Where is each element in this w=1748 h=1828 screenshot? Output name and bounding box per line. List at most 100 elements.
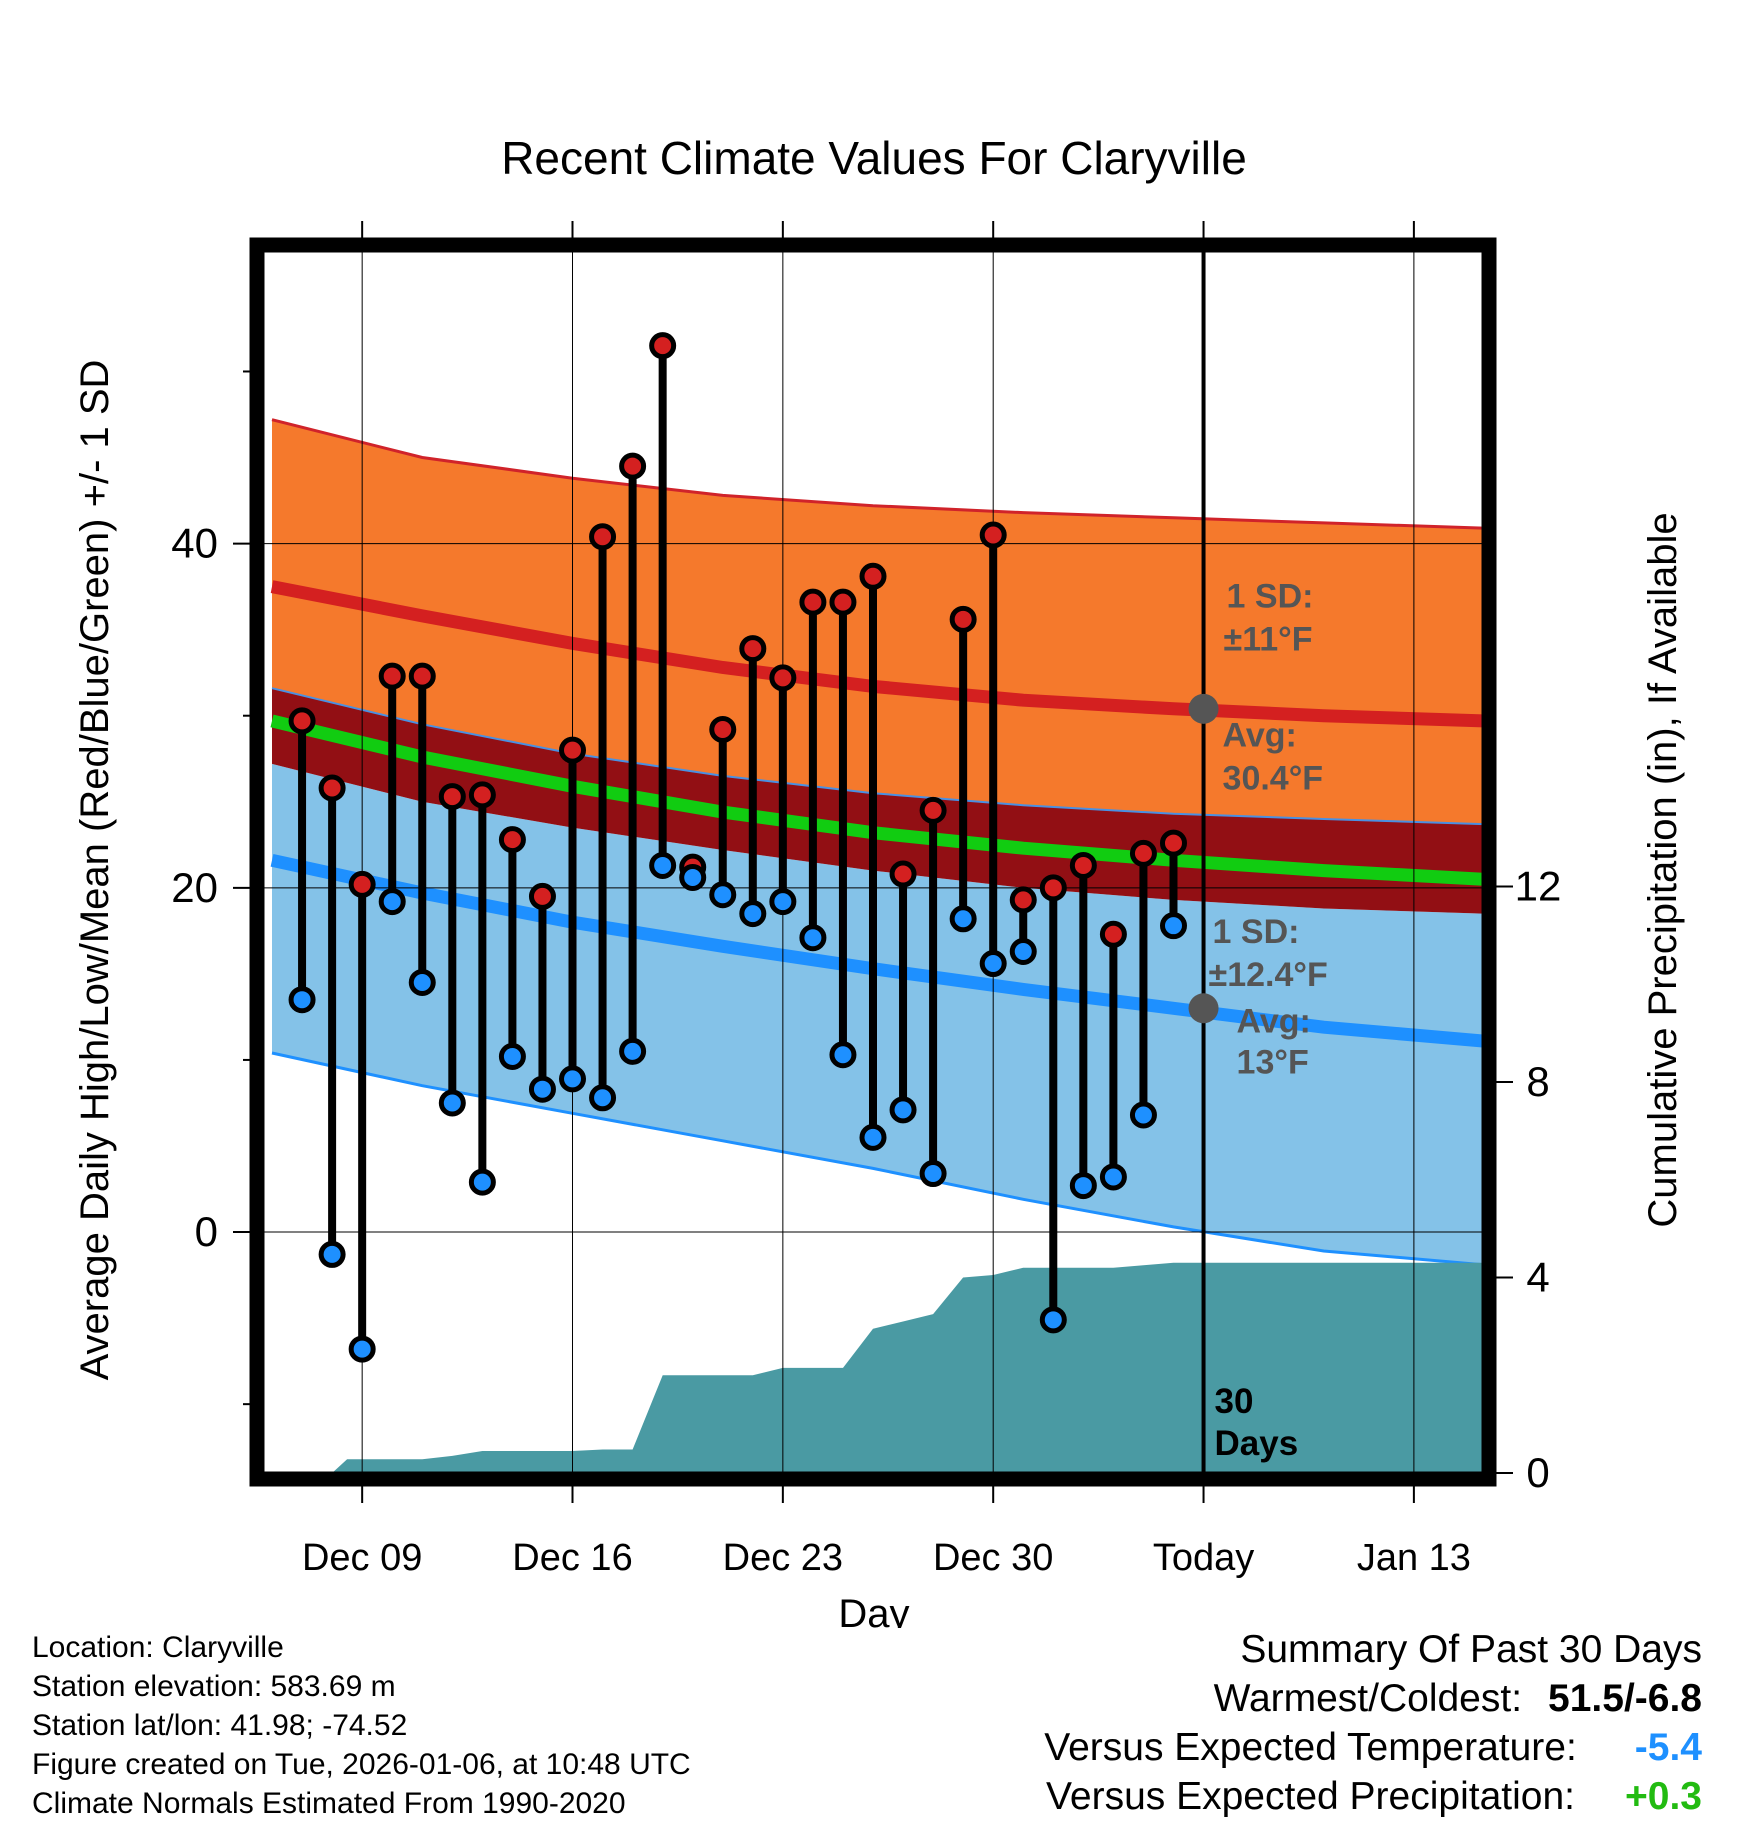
daily-low-point (438, 1089, 466, 1117)
y-axis-left-label: Average Daily High/Low/Mean (Red/Blue/Gr… (73, 360, 117, 1381)
temp-label: Versus Expected Temperature: (1044, 1726, 1577, 1769)
location-text: Location: Claryville (32, 1631, 284, 1664)
warmest-label: Warmest/Coldest: (1213, 1677, 1523, 1720)
x-axis-label: Day (838, 1592, 909, 1628)
daily-high-point (979, 521, 1007, 549)
daily-high-point (1069, 851, 1097, 879)
high-avg-marker (1188, 693, 1219, 724)
climate-chart: Recent Climate Values For Claryville 1 S… (73, 132, 1685, 1628)
normals-text: Climate Normals Estimated From 1990-2020 (32, 1787, 626, 1820)
today-label-text: Days (1215, 1424, 1299, 1463)
warmest-value: 51.5/-6.8 (1548, 1677, 1702, 1720)
daily-high-point (889, 860, 917, 888)
y-right-tick-label: 0 (1526, 1449, 1549, 1496)
precip-value: +0.3 (1625, 1775, 1702, 1818)
daily-high-point (739, 635, 767, 663)
daily-high-point (1159, 829, 1187, 857)
daily-high-point (589, 523, 617, 551)
daily-high-point (528, 882, 556, 910)
precip-area (272, 1262, 1483, 1473)
daily-high-point (438, 783, 466, 811)
daily-low-point (799, 924, 827, 952)
summary-temp-row: Versus Expected Temperature: -5.4 (802, 1726, 1702, 1775)
daily-high-point (408, 662, 436, 690)
daily-low-point (949, 905, 977, 933)
daily-low-point (739, 900, 767, 928)
summary-warmest-row: Warmest/Coldest: 51.5/-6.8 (802, 1677, 1702, 1726)
low-sd-value: ±12.4°F (1209, 956, 1328, 994)
daily-low-point (709, 881, 737, 909)
daily-low-point (1099, 1163, 1127, 1191)
low-avg-label: Avg: (1237, 1002, 1311, 1040)
daily-low-point (649, 851, 677, 879)
x-tick-label: Dec 16 (512, 1537, 632, 1579)
daily-low-point (1129, 1101, 1157, 1129)
high-avg-label: Avg: (1223, 717, 1297, 755)
daily-high-point (619, 452, 647, 480)
low-sd-label: 1 SD: (1213, 913, 1300, 951)
daily-high-point (799, 588, 827, 616)
daily-high-point (498, 826, 526, 854)
low-avg-value: 13°F (1237, 1044, 1309, 1082)
daily-high-point (468, 781, 496, 809)
daily-low-point (1069, 1172, 1097, 1200)
created-text: Figure created on Tue, 2026-01-06, at 10… (32, 1748, 691, 1781)
y-left-tick-label: 40 (171, 520, 218, 567)
daily-low-point (528, 1075, 556, 1103)
daily-high-point (318, 774, 346, 802)
x-tick-label: Jan 13 (1357, 1537, 1471, 1579)
low-lower-line (271, 1051, 1483, 1267)
daily-high-point (378, 662, 406, 690)
daily-high-point (1099, 920, 1127, 948)
daily-high-point (829, 588, 857, 616)
daily-low-point (1159, 912, 1187, 940)
daily-high-point (859, 562, 887, 590)
daily-low-point (829, 1041, 857, 1069)
high-upper-line (271, 418, 1483, 530)
daily-low-point (468, 1168, 496, 1196)
daily-high-point (769, 664, 797, 692)
y-left-tick-label: 0 (195, 1208, 218, 1255)
daily-low-point (559, 1065, 587, 1093)
y-right-tick-label: 4 (1526, 1253, 1549, 1300)
daily-low-point (679, 863, 707, 891)
summary-panel: Summary Of Past 30 Days Warmest/Coldest:… (802, 1628, 1702, 1824)
chart-title: Recent Climate Values For Claryville (501, 132, 1247, 184)
low-avg-marker (1188, 993, 1219, 1024)
high-avg-value: 30.4°F (1223, 760, 1324, 798)
high-sd-band (272, 419, 1483, 825)
daily-high-point (709, 715, 737, 743)
today-label-number: 30 (1215, 1382, 1254, 1421)
x-tick-label: Dec 09 (302, 1537, 422, 1579)
y-right-tick-label: 12 (1515, 862, 1562, 909)
y-right-tick-label: 8 (1526, 1058, 1549, 1105)
daily-low-point (919, 1160, 947, 1188)
daily-low-point (318, 1240, 346, 1268)
daily-low-point (1009, 937, 1037, 965)
daily-high-point (288, 707, 316, 735)
y-left-tick-label: 20 (171, 864, 218, 911)
precip-label: Versus Expected Precipitation: (1046, 1775, 1575, 1818)
daily-high-point (559, 736, 587, 764)
daily-low-point (288, 986, 316, 1014)
daily-low-point (1039, 1306, 1067, 1334)
daily-high-point (649, 332, 677, 360)
daily-low-point (589, 1084, 617, 1112)
daily-low-point (979, 950, 1007, 978)
summary-precip-row: Versus Expected Precipitation: +0.3 (802, 1775, 1702, 1824)
daily-low-point (769, 888, 797, 916)
elevation-text: Station elevation: 583.69 m (32, 1670, 396, 1703)
plot-area: 1 SD: ±11°F Avg: 30.4°F 1 SD: ±12.4°F Avg: 13°F… (263, 251, 1483, 1473)
plot-frame (249, 237, 1497, 1487)
daily-high-point (919, 796, 947, 824)
daily-high-point (949, 605, 977, 633)
station-info: Location: Claryville Station elevation: … (32, 1628, 691, 1823)
daily-high-point (1009, 886, 1037, 914)
latlon-text: Station lat/lon: 41.98; -74.52 (32, 1709, 408, 1742)
x-tick-label: Dec 23 (723, 1537, 843, 1579)
daily-low-point (378, 888, 406, 916)
daily-low-point (889, 1096, 917, 1124)
high-sd-label: 1 SD: (1227, 577, 1314, 615)
daily-low-point (498, 1042, 526, 1070)
x-tick-label: Today (1153, 1537, 1254, 1579)
